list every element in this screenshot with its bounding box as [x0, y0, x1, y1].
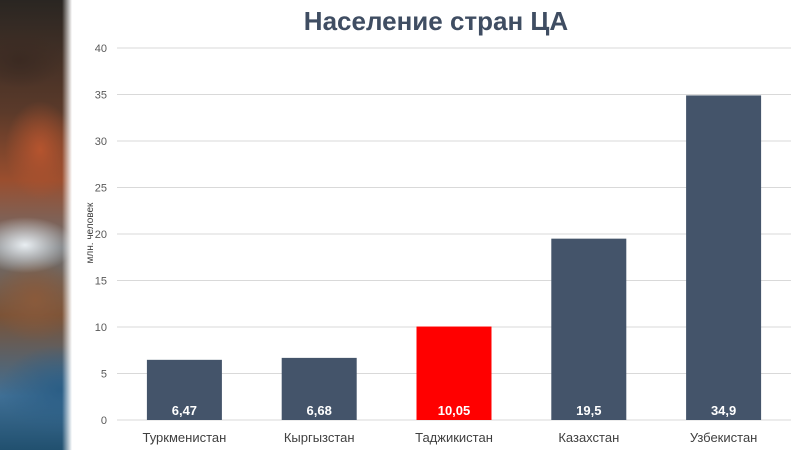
- map-background-image: [0, 0, 72, 450]
- data-label: 10,05: [438, 403, 471, 418]
- data-label: 6,68: [307, 403, 332, 418]
- y-tick-label: 20: [95, 229, 107, 241]
- x-tick-label: Узбекистан: [690, 430, 758, 445]
- y-axis-label: млн. человек: [85, 202, 96, 263]
- y-tick-label: 15: [95, 276, 107, 288]
- bars: 6,47 6,68 10,05 19,5 34,9: [146, 95, 762, 421]
- bar: [551, 238, 627, 420]
- y-tick-label: 25: [95, 183, 107, 195]
- y-tick-label: 0: [101, 415, 107, 427]
- y-tick-label: 35: [95, 90, 107, 102]
- chart-title: Население стран ЦА: [303, 6, 569, 36]
- bar: [146, 359, 222, 420]
- y-axis-ticks: 0 5 10 15 20 25 30 35 40: [95, 43, 107, 427]
- bar: [281, 357, 357, 420]
- x-tick-label: Казахстан: [558, 430, 619, 445]
- data-label: 19,5: [576, 403, 601, 418]
- gridlines: [117, 47, 791, 421]
- y-tick-label: 40: [95, 43, 107, 55]
- data-label: 6,47: [172, 403, 197, 418]
- x-tick-label: Таджикистан: [415, 430, 493, 445]
- x-axis-ticks: Туркменистан Кыргызстан Таджикистан Казахст…: [142, 430, 757, 445]
- y-tick-label: 30: [95, 136, 107, 148]
- x-tick-label: Кыргызстан: [284, 430, 355, 445]
- bar: [416, 326, 492, 420]
- x-tick-label: Туркменистан: [142, 430, 226, 445]
- y-tick-label: 5: [101, 369, 107, 381]
- y-tick-label: 10: [95, 322, 107, 334]
- data-label: 34,9: [711, 403, 736, 418]
- bar: [686, 95, 762, 421]
